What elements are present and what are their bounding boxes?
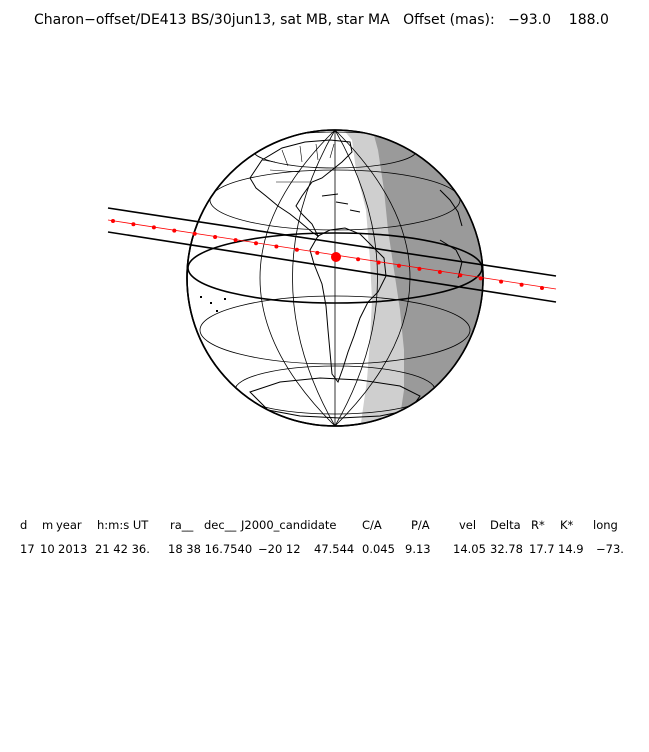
header-cell: h:m:s UT [97,518,149,532]
header-cell: J2000_candidate [241,518,337,532]
plot-title: Charon−offset/DE413 BS/30jun13, sat MB, … [34,12,609,28]
track-marker [356,257,361,262]
track-marker [274,244,279,249]
track-marker [151,225,156,230]
table-value-row: 17 10 2013 21 42 36. 18 38 16.7540 −20 1… [0,542,624,752]
track-marker [376,260,381,265]
header-cell: C/A [362,518,382,532]
header-cell: dec__ [204,518,237,532]
header-cell: ra__ [170,518,194,532]
shadow-south-limit [107,231,557,303]
track-marker [192,231,197,236]
track-marker [458,273,463,278]
value-cell: 9.13 [405,542,431,556]
value-cell: −73. [596,542,624,556]
track-marker [499,279,504,284]
header-cell: K* [560,518,574,532]
header-cell: Delta [490,518,521,532]
track-marker [111,219,115,223]
track-marker [478,276,483,281]
value-cell: 18 38 16.7540 [168,542,253,556]
table-header-row: d m year h:m:s UT ra__ dec__ J2000_candi… [0,518,618,728]
track-marker [540,286,544,290]
value-cell: 0.045 [362,542,395,556]
shadow-north-limit [107,207,557,277]
track-marker [294,247,299,252]
value-cell: −20 12 [258,542,301,556]
track-marker [254,241,258,246]
value-cell: 21 42 36. [95,542,150,556]
value-cell: 14.05 [453,542,486,556]
track-marker [397,263,401,268]
islands [200,296,226,312]
value-cell: 47.544 [314,542,355,556]
header-cell: m [42,518,54,532]
header-cell: year [56,518,82,532]
track-marker [519,282,524,287]
header-cell: long [593,518,618,532]
value-cell: 10 [40,542,55,556]
value-cell: 32.78 [490,542,523,556]
value-cell: 17 [20,542,35,556]
track-marker [172,228,177,233]
value-cell: 17.7 [529,542,555,556]
track-marker [213,235,218,239]
header-cell: d [20,518,28,532]
value-cell: 2013 [58,542,88,556]
track-marker [315,250,320,255]
track-marker [437,270,442,274]
track-marker [233,238,238,243]
globe-map [107,129,557,427]
track-marker [131,222,136,227]
header-cell: P/A [411,518,430,532]
closest-approach-marker [331,252,341,262]
track-marker [417,266,422,271]
header-cell: R* [531,518,545,532]
header-cell: vel [459,518,477,532]
value-cell: 14.9 [558,542,584,556]
